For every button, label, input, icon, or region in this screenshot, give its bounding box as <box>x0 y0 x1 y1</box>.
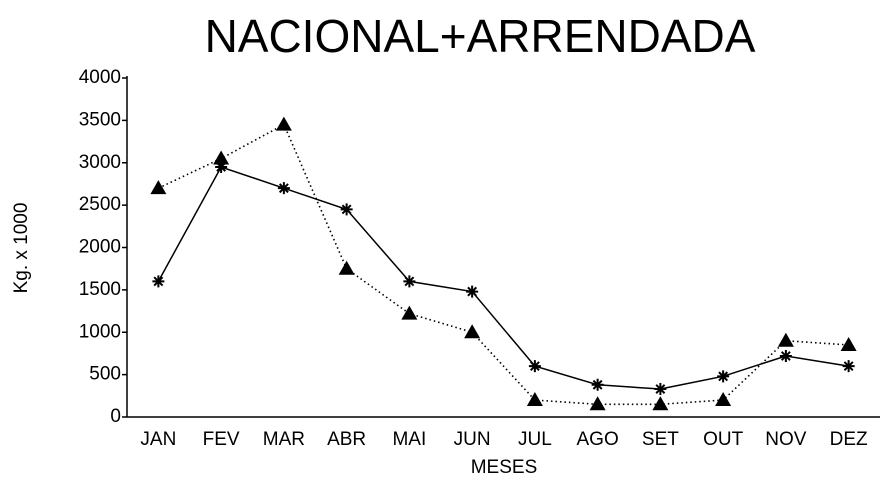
x-tick-label: MAR <box>263 429 305 450</box>
marker <box>654 383 667 396</box>
marker <box>464 324 481 339</box>
x-tick-label: ABR <box>327 429 366 450</box>
line <box>158 123 849 406</box>
x-tick-label: JAN <box>140 429 176 450</box>
marker <box>840 336 857 351</box>
marker <box>150 180 167 195</box>
y-tick-label: 500 <box>89 364 121 385</box>
marker <box>213 150 230 165</box>
x-tick-label: SET <box>642 429 679 450</box>
x-tick-label: FEV <box>203 429 240 450</box>
y-tick-label: 0 <box>110 406 121 427</box>
marker <box>717 370 730 383</box>
marker <box>528 360 541 373</box>
marker <box>652 396 669 411</box>
marker <box>277 182 290 195</box>
marker <box>338 260 355 275</box>
marker <box>152 275 165 288</box>
marker <box>340 203 353 216</box>
x-tick-label: JUN <box>454 429 491 450</box>
marker <box>466 285 479 298</box>
marker <box>715 392 732 407</box>
marker <box>589 396 606 411</box>
y-tick-label: 1000 <box>79 321 121 342</box>
y-tick-label: 1500 <box>79 279 121 300</box>
x-axis-label: MESES <box>471 457 538 478</box>
marker <box>403 275 416 288</box>
marker <box>401 305 418 320</box>
marker <box>526 392 543 407</box>
y-tick-label: 2500 <box>79 194 121 215</box>
y-tick-label: 3500 <box>79 109 121 130</box>
y-tick-label: 2000 <box>79 237 121 258</box>
marker <box>591 378 604 391</box>
x-tick-label: AGO <box>577 429 619 450</box>
x-tick-label: JUL <box>518 429 552 450</box>
y-axis-label: Kg. x 1000 <box>11 203 32 294</box>
chart-title: NACIONAL+ARRENDADA <box>205 10 756 62</box>
y-tick-label: 4000 <box>79 67 121 88</box>
y-tick-label: 3000 <box>79 152 121 173</box>
marker <box>779 349 792 362</box>
x-tick-label: MAI <box>392 429 426 450</box>
x-tick-label: NOV <box>765 429 807 450</box>
marker <box>777 332 794 347</box>
marker <box>275 116 292 131</box>
marker <box>215 160 228 173</box>
x-tick-label: DEZ <box>830 429 868 450</box>
x-tick-label: OUT <box>703 429 744 450</box>
marker <box>842 360 855 373</box>
line <box>157 166 849 390</box>
